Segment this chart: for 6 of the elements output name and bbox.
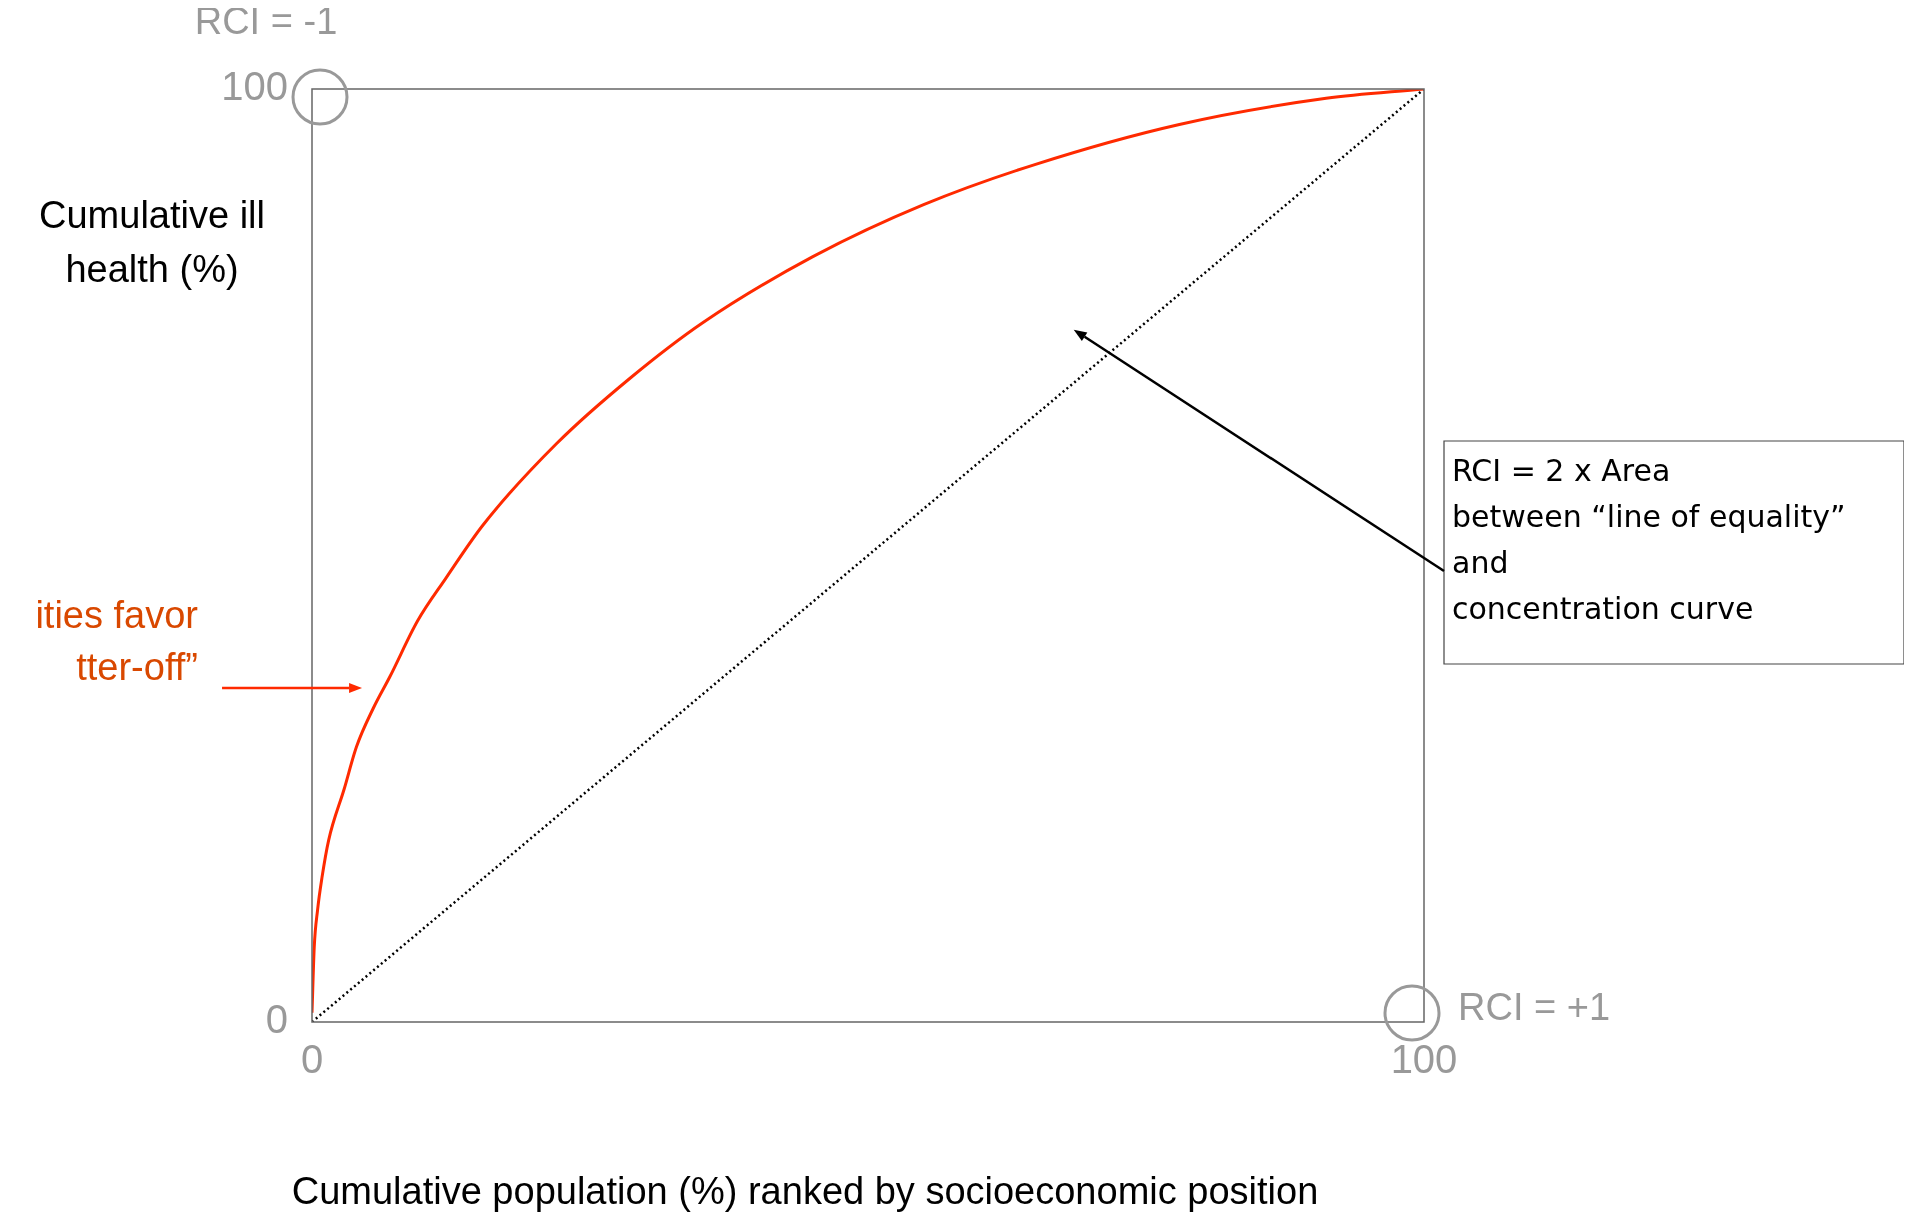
text: ities favor tter-off”	[35, 594, 199, 689]
text: RCI = 2 x Area between “line of equality” and concentration curve	[1452, 452, 1846, 626]
x-axis-title: Cumulative population (%) ranked by socioeconomic position	[291, 1170, 1319, 1213]
text: RCI = +1	[1458, 986, 1611, 1029]
y-axis-title: Cumulative ill health (%)	[39, 194, 265, 291]
text: RCI = -1	[194, 0, 338, 43]
